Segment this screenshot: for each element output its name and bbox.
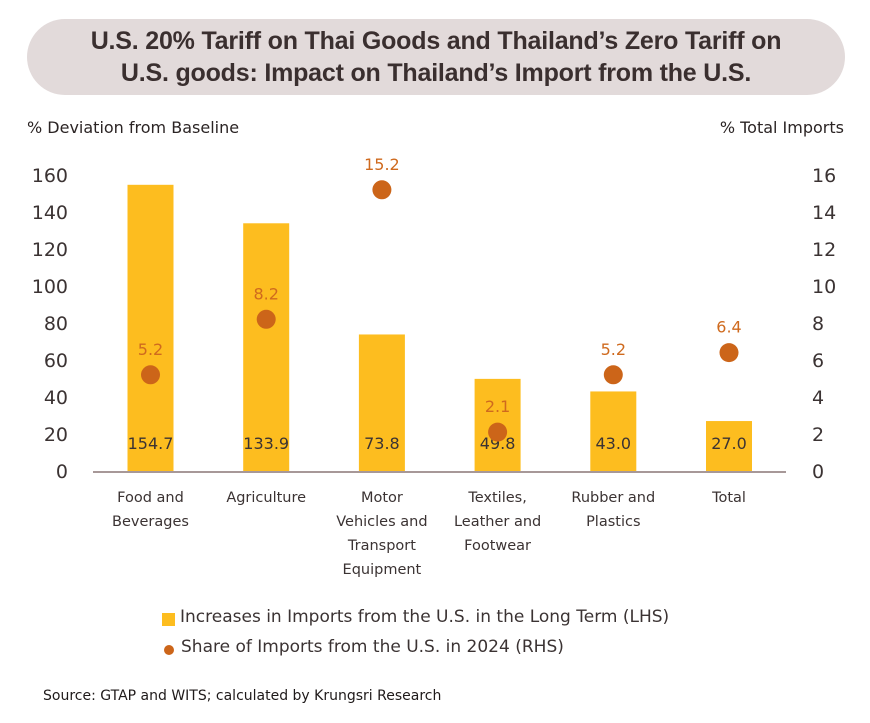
dot-value-label: 6.4 bbox=[716, 318, 741, 337]
dot bbox=[372, 180, 392, 200]
chart-title-banner: U.S. 20% Tariff on Thai Goods and Thaila… bbox=[27, 19, 845, 95]
dot bbox=[488, 422, 508, 442]
left-tick-label: 80 bbox=[44, 313, 68, 335]
right-axis-ticks: 0 2 4 6 8 10 12 14 16 bbox=[812, 165, 836, 483]
left-tick-label: 40 bbox=[44, 387, 68, 409]
legend-item-dots: Share of Imports from the U.S. in 2024 (… bbox=[162, 632, 669, 662]
category-label-line: Motor bbox=[361, 490, 403, 506]
left-tick-label: 20 bbox=[44, 424, 68, 446]
category-label-line: Plastics bbox=[586, 514, 640, 530]
right-tick-label: 6 bbox=[812, 350, 824, 372]
right-tick-label: 10 bbox=[812, 276, 836, 298]
source-note: Source: GTAP and WITS; calculated by Kru… bbox=[43, 688, 442, 704]
right-tick-label: 2 bbox=[812, 424, 824, 446]
category-label: Motor Vehicles and Transport Equipment bbox=[336, 490, 427, 578]
left-axis-title: % Deviation from Baseline bbox=[27, 118, 240, 137]
dot-value-label: 15.2 bbox=[364, 155, 400, 174]
dot-value-label: 5.2 bbox=[138, 340, 163, 359]
right-tick-label: 14 bbox=[812, 202, 836, 224]
right-axis-title: % Total Imports bbox=[719, 118, 844, 137]
category-label: Total bbox=[711, 490, 746, 506]
chart-title-line-1: U.S. 20% Tariff on Thai Goods and Thaila… bbox=[90, 27, 782, 55]
bar-value-label: 49.8 bbox=[480, 434, 516, 453]
left-tick-label: 160 bbox=[32, 165, 68, 187]
dot-data-labels: 5.2 8.2 15.2 2.1 5.2 6.4 bbox=[138, 155, 742, 416]
dot bbox=[603, 365, 623, 385]
legend-item-bars: Increases in Imports from the U.S. in th… bbox=[162, 602, 669, 632]
category-label-line: Vehicles and bbox=[336, 514, 427, 530]
bar-value-label: 27.0 bbox=[711, 434, 747, 453]
bar bbox=[706, 421, 752, 471]
legend-bar-swatch-icon bbox=[162, 612, 175, 626]
category-label-line: Leather and bbox=[454, 514, 541, 530]
dot bbox=[141, 365, 160, 385]
category-label-line: Equipment bbox=[343, 562, 422, 578]
bar bbox=[243, 223, 290, 471]
dot-series bbox=[141, 180, 739, 442]
category-label-line: Agriculture bbox=[226, 490, 306, 506]
bar bbox=[590, 391, 637, 471]
category-label-line: Footwear bbox=[464, 538, 531, 554]
category-labels: Food and Beverages Agriculture Motor Vehicle… bbox=[112, 490, 746, 578]
bar-value-label: 73.8 bbox=[364, 434, 400, 453]
category-label: Food and Beverages bbox=[112, 490, 189, 530]
bar-value-label: 154.7 bbox=[128, 434, 174, 453]
bar-data-labels: 154.7 133.9 73.8 49.8 43.0 27.0 bbox=[128, 434, 747, 453]
right-tick-label: 4 bbox=[812, 387, 824, 409]
left-axis-ticks: 0 20 40 60 80 100 120 140 160 bbox=[32, 165, 68, 483]
right-tick-label: 8 bbox=[812, 313, 824, 335]
bar-series bbox=[127, 184, 752, 471]
category-label-line: Food and bbox=[117, 490, 184, 506]
left-tick-label: 100 bbox=[32, 276, 68, 298]
category-label-line: Transport bbox=[347, 538, 416, 554]
legend-label-dots: Share of Imports from the U.S. in 2024 (… bbox=[181, 637, 564, 657]
bar-value-label: 133.9 bbox=[243, 434, 289, 453]
bar bbox=[127, 184, 174, 471]
bar-value-label: 43.0 bbox=[595, 434, 631, 453]
category-label-line: Total bbox=[711, 490, 746, 506]
dot-value-label: 2.1 bbox=[485, 397, 510, 416]
left-tick-label: 0 bbox=[56, 461, 68, 483]
left-tick-label: 140 bbox=[32, 202, 68, 224]
right-tick-label: 0 bbox=[812, 461, 824, 483]
dot bbox=[256, 309, 276, 329]
dot-value-label: 5.2 bbox=[601, 340, 626, 359]
dot-value-label: 8.2 bbox=[253, 284, 278, 303]
right-tick-label: 12 bbox=[812, 239, 836, 261]
dot bbox=[719, 343, 739, 363]
category-label-line: Beverages bbox=[112, 514, 189, 530]
right-tick-label: 16 bbox=[812, 165, 836, 187]
category-label: Textiles, Leather and Footwear bbox=[454, 490, 541, 554]
left-tick-label: 120 bbox=[32, 239, 68, 261]
category-label: Rubber and Plastics bbox=[571, 490, 655, 530]
category-label: Agriculture bbox=[226, 490, 306, 506]
category-label-line: Textiles, bbox=[467, 490, 526, 506]
bar bbox=[358, 334, 405, 471]
legend-label-bars: Increases in Imports from the U.S. in th… bbox=[180, 607, 670, 627]
legend: Increases in Imports from the U.S. in th… bbox=[162, 602, 669, 662]
chart-title-line-2: U.S. goods: Impact on Thailand’s Import … bbox=[120, 59, 752, 87]
left-tick-label: 60 bbox=[44, 350, 68, 372]
legend-dot-swatch-icon bbox=[164, 644, 174, 655]
category-label-line: Rubber and bbox=[571, 490, 655, 506]
